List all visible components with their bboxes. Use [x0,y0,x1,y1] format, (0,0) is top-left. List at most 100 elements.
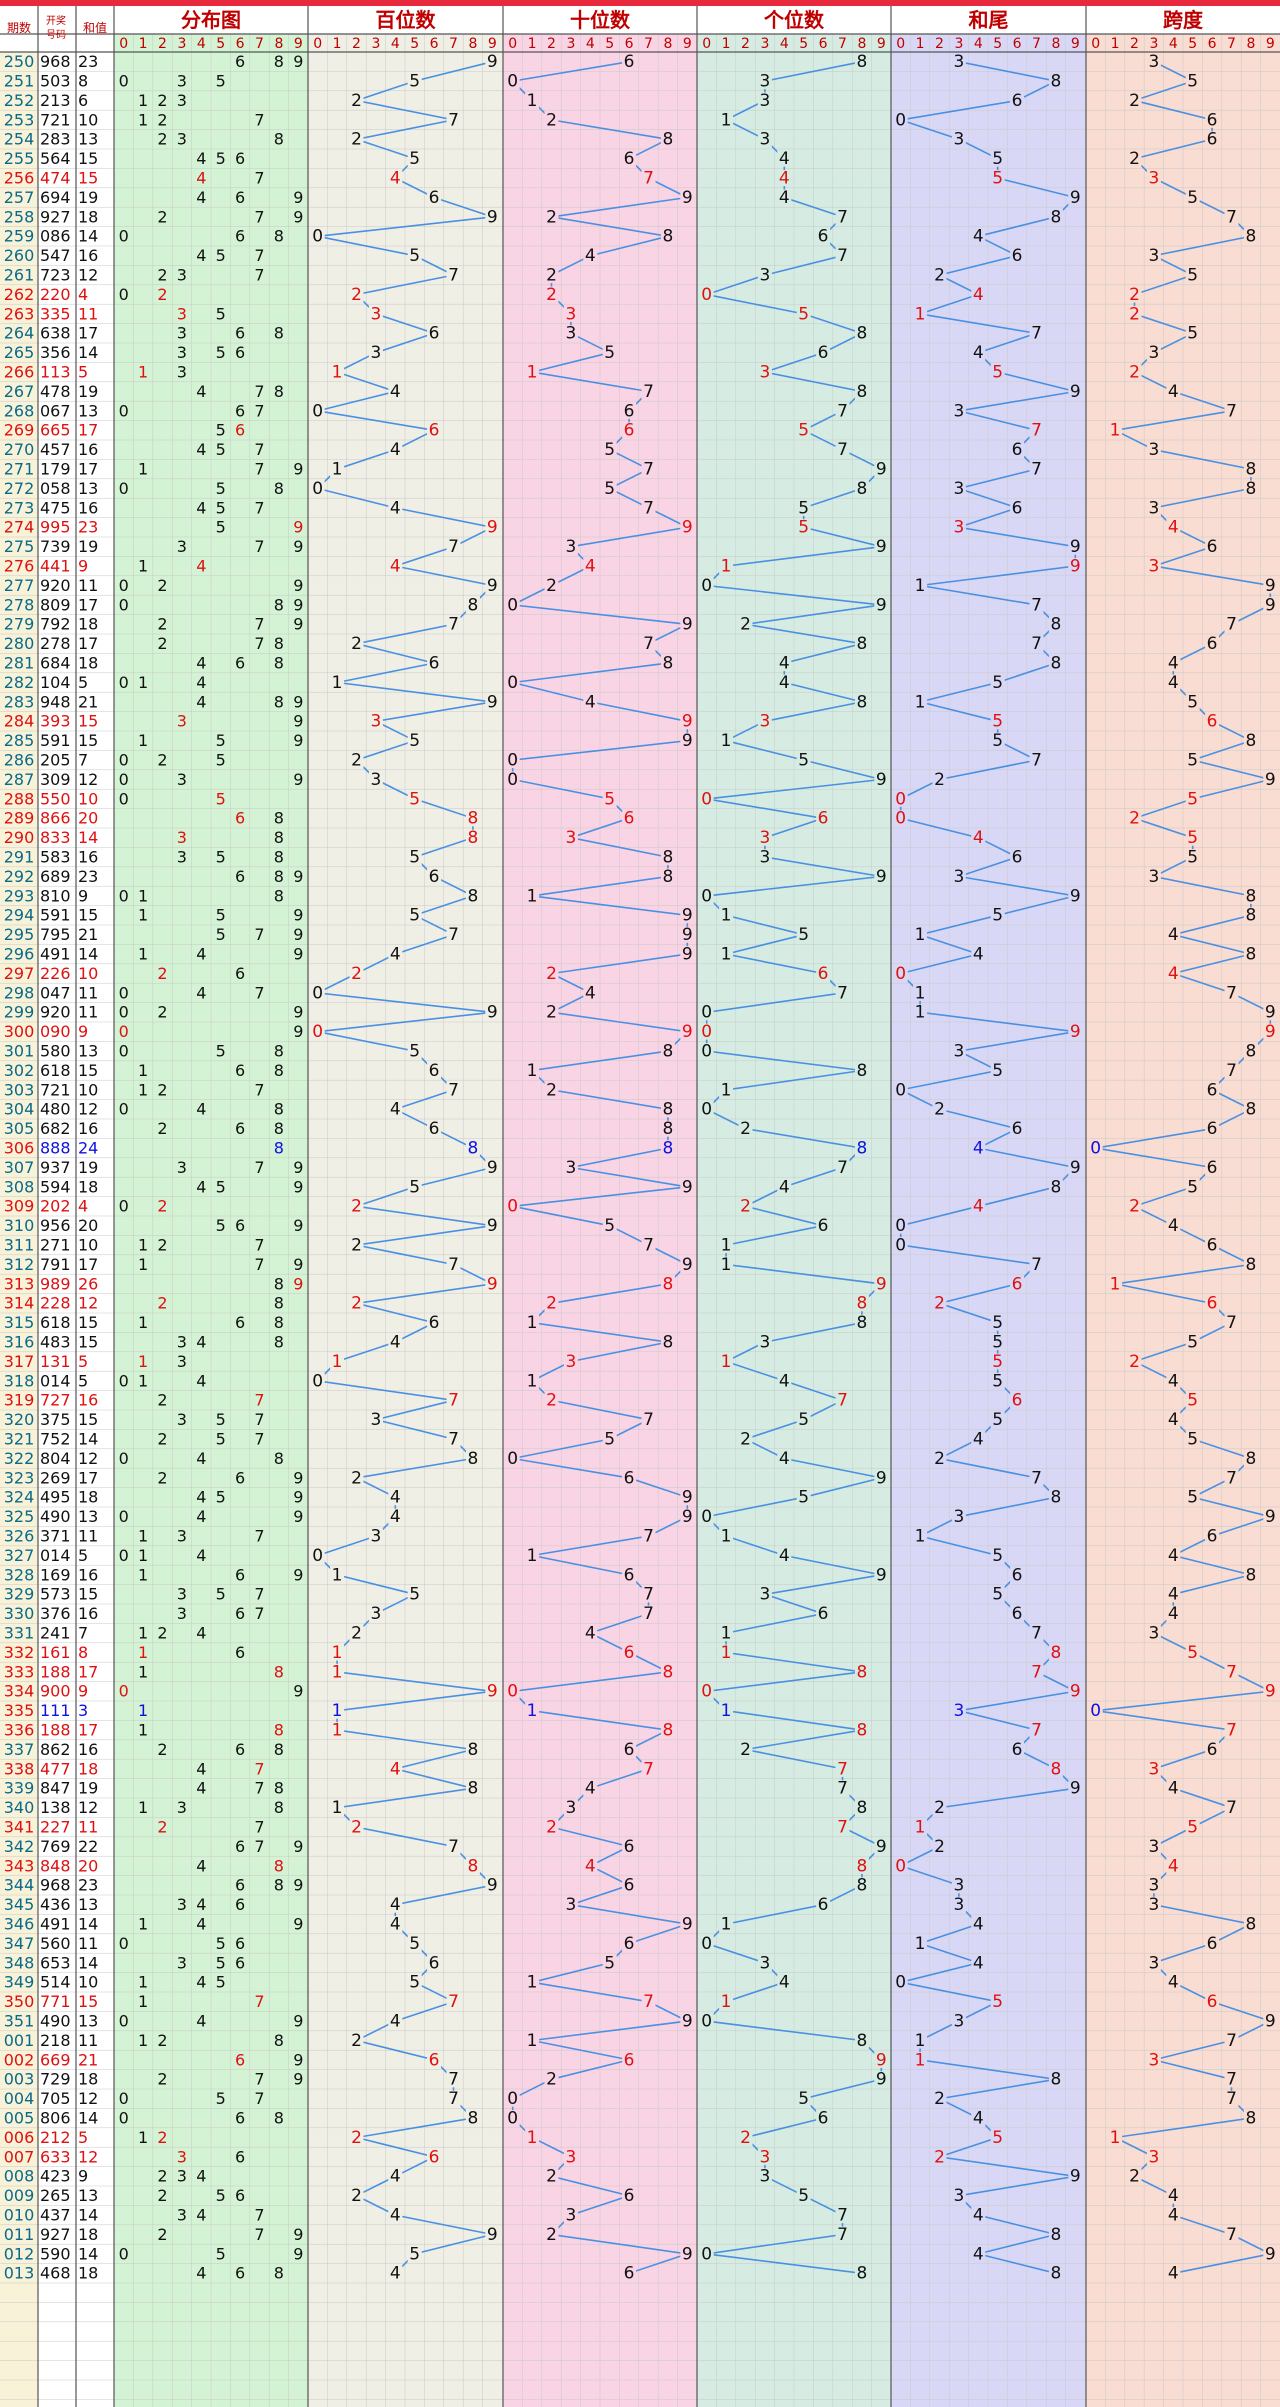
mark-t: 2 [546,2070,557,2090]
mark-u: 7 [837,1759,848,1779]
mark-u: 4 [779,673,790,693]
mark-h: 1 [332,673,343,693]
distribution-mark: 7 [254,1527,264,1546]
mark-bg [446,926,461,943]
mark-h: 6 [429,1061,440,1081]
mark-h: 1 [332,1352,343,1372]
distribution-mark: 9 [293,712,303,731]
distribution-mark: 0 [119,789,129,808]
mark-bg [1029,1469,1044,1486]
mark-bg [1243,732,1258,749]
mark-bg [544,1295,559,1312]
draw-cell: 900 [40,1682,71,1701]
mark-span: 3 [1148,1953,1159,1973]
mark-bg [893,1081,908,1098]
distribution-mark: 7 [254,615,264,634]
mark-t: 7 [643,169,654,189]
mark-u: 1 [721,1701,732,1721]
mark-u: 8 [856,634,867,654]
mark-tail: 5 [992,1410,1003,1430]
mark-t: 8 [662,654,673,674]
sum-cell: 16 [78,498,98,517]
distribution-mark: 7 [254,2206,264,2225]
mark-bg [990,1314,1005,1331]
mark-bg [427,868,442,885]
mark-bg [660,1140,675,1157]
mark-tail: 7 [1031,634,1042,654]
mark-bg [1185,829,1200,846]
mark-bg [368,1528,383,1545]
sum-cell: 23 [78,52,98,71]
mark-u: 9 [876,595,887,615]
mark-u: 3 [759,848,770,868]
mark-bg [1010,1275,1025,1292]
mark-bg [699,2245,714,2262]
period-cell: 005 [4,2109,35,2128]
mark-h: 6 [429,188,440,208]
mark-bg [816,1605,831,1622]
mark-bg [427,422,442,439]
period-cell: 266 [4,363,35,382]
distribution-mark: 9 [293,731,303,750]
period-cell: 007 [4,2147,35,2166]
draw-cell: 956 [40,1216,71,1235]
mark-h: 2 [351,2031,362,2051]
mark-tail: 4 [973,1197,984,1217]
mark-bg [757,131,772,148]
mark-bg [1185,1644,1200,1661]
draw-cell: 278 [40,634,71,653]
distribution-mark: 2 [157,2225,167,2244]
mark-tail: 8 [1050,2225,1061,2245]
distribution-mark: 0 [119,1003,129,1022]
distribution-mark: 2 [157,1818,167,1837]
digit-header-u-1: 1 [722,36,731,52]
mark-bg [854,1877,869,1894]
mark-bg [854,1314,869,1331]
mark-h: 9 [487,1003,498,1023]
mark-bg [796,926,811,943]
mark-h: 9 [487,1216,498,1236]
distribution-mark: 1 [138,1313,148,1332]
mark-bg [465,1780,480,1797]
distribution-mark: 7 [254,1779,264,1798]
mark-u: 6 [818,809,829,829]
sum-cell: 13 [78,479,98,498]
mark-t: 6 [624,1837,635,1857]
distribution-mark: 9 [293,518,303,537]
mark-bg [641,1760,656,1777]
mark-span: 8 [1245,1565,1256,1585]
mark-tail: 5 [992,363,1003,383]
draw-cell: 806 [40,2109,71,2128]
mark-bg [1185,1178,1200,1195]
mark-bg [1146,441,1161,458]
distribution-mark: 9 [293,207,303,226]
mark-u: 9 [876,867,887,887]
mark-u: 2 [740,1197,751,1217]
mark-bg [1048,208,1063,225]
mark-u: 7 [837,2206,848,2226]
mark-u: 9 [876,460,887,480]
draw-cell: 490 [40,2012,71,2031]
mark-bg [446,1256,461,1273]
mark-tail: 4 [973,343,984,363]
mark-tail: 4 [973,1953,984,1973]
sum-cell: 17 [78,595,98,614]
mark-bg [738,2129,753,2146]
mark-span: 2 [1129,809,1140,829]
mark-bg [874,1469,889,1486]
draw-cell: 968 [40,52,71,71]
distribution-mark: 5 [216,498,226,517]
mark-t: 6 [624,1934,635,1954]
distribution-mark: 1 [138,1992,148,2011]
draw-cell: 478 [40,382,71,401]
sum-cell: 11 [78,1934,98,1953]
mark-tail: 0 [895,1856,906,1876]
sum-cell: 7 [78,751,88,770]
sum-cell: 18 [78,1488,98,1507]
mark-span: 2 [1129,1197,1140,1217]
mark-u: 0 [701,2012,712,2032]
mark-bg [660,868,675,885]
draw-cell: 653 [40,1953,71,1972]
draw-cell: 104 [40,673,71,692]
mark-bg [622,150,637,167]
